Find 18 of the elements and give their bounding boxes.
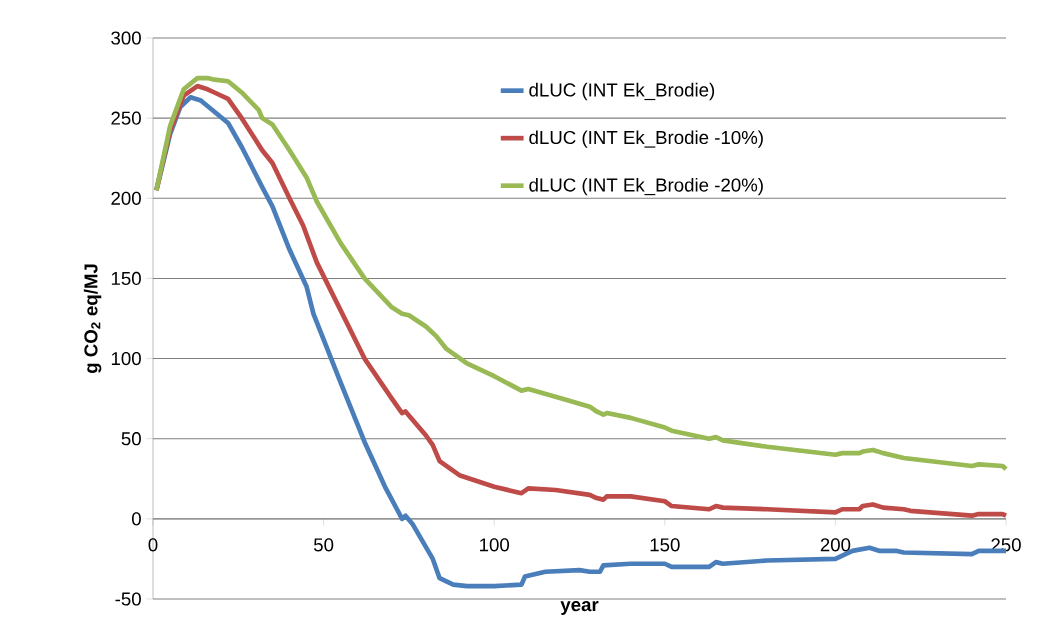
y-tick-label: 200 [111,191,141,205]
x-axis-title: year [560,601,599,615]
y-tick-label: 300 [111,31,141,45]
x-tick-label: 200 [820,538,851,552]
y-tick-label: -50 [115,592,141,606]
x-tick-label: 0 [148,538,158,552]
text: g CO$_{2}$ eq/MJ [83,264,102,374]
legend-label: dLUC (INT Ek_Brodie -10%) [529,130,763,148]
y-tick-label: 250 [111,111,141,125]
y-tick-label: 0 [131,512,141,526]
x-tick-label: 100 [480,538,510,552]
x-tick-label: 150 [650,538,680,552]
x-tick-label: 50 [313,538,334,552]
legend-label: dLUC (INT Ek_Brodie -20%) [529,177,763,196]
y-tick-label: 100 [111,351,141,366]
y-tick-label: 150 [111,271,141,286]
y-tick-label: 50 [121,432,141,446]
legend-label: dLUC (INT Ek_Brodie) [529,82,715,101]
